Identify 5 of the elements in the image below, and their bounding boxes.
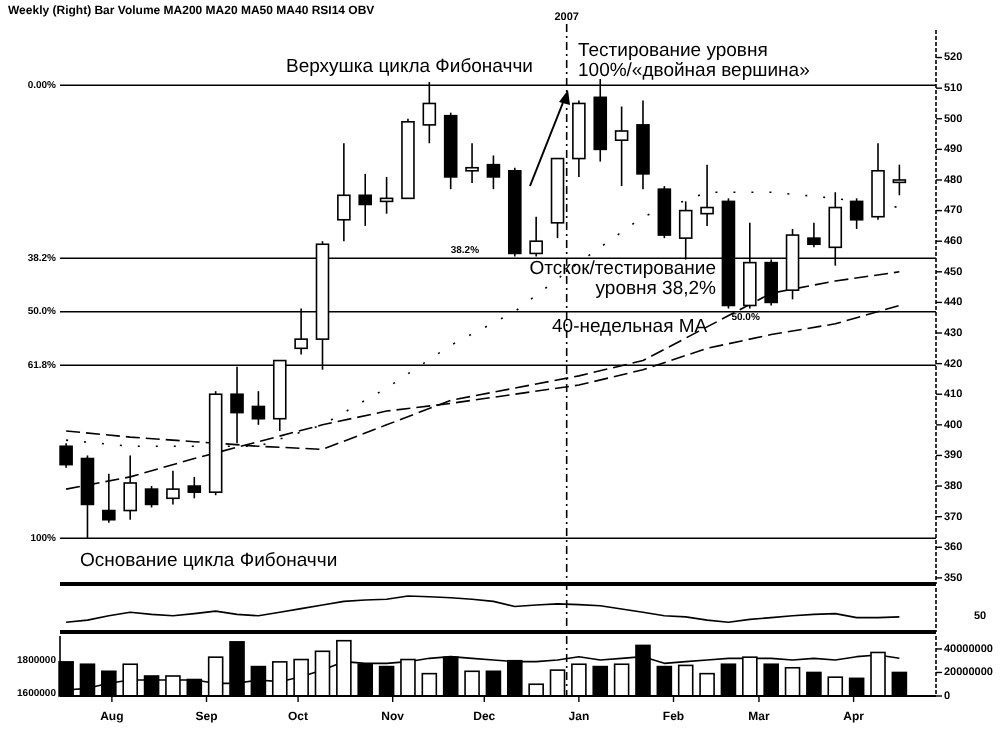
annotation: Тестирование уровня 100%/«двойная вершина» <box>578 39 810 82</box>
annotation: Верхушка цикла Фибоначчи <box>286 55 533 78</box>
annotation: Основание цикла Фибоначчи <box>80 549 338 572</box>
annotation: 40-недельная МА <box>552 315 709 338</box>
annotation: Отскок/тестирование уровня 38,2% <box>529 257 718 300</box>
